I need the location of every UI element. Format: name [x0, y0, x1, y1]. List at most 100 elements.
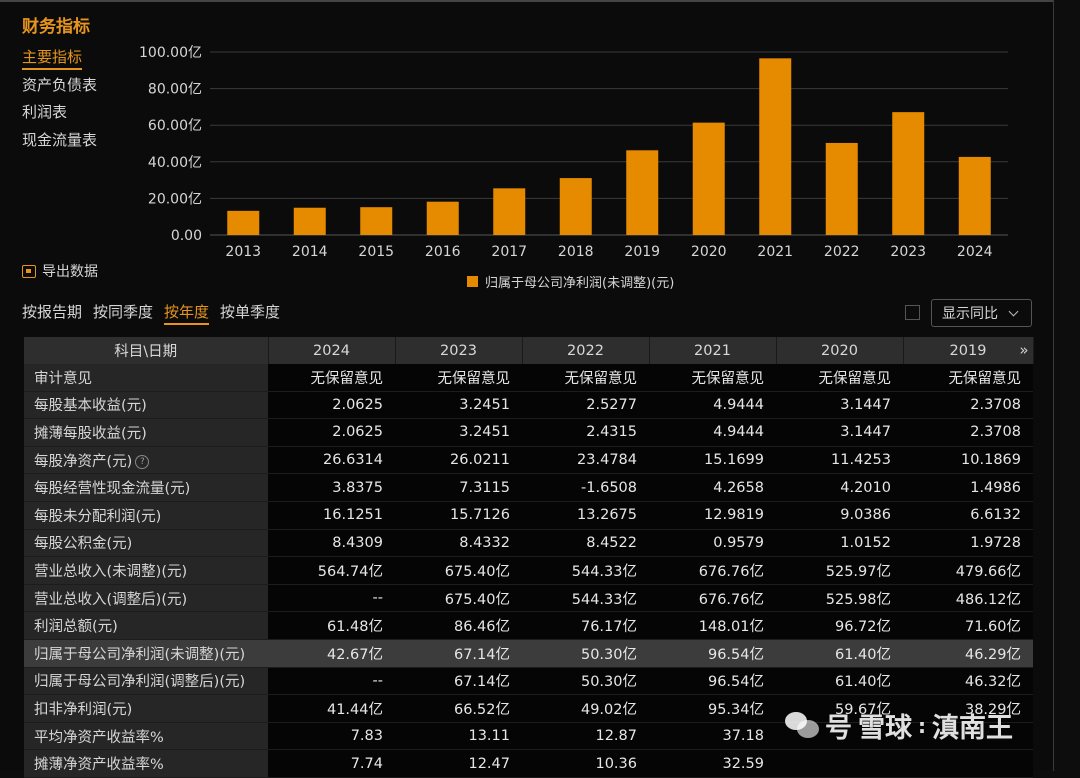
row-label: 摊薄净资产收益率% — [24, 749, 268, 778]
yoy-checkbox[interactable] — [905, 305, 920, 320]
help-icon[interactable]: ? — [135, 454, 150, 469]
yoy-select-label: 显示同比 — [942, 306, 998, 322]
nav-item-cash-flow[interactable]: 现金流量表 — [22, 130, 98, 149]
chart-legend[interactable]: 归属于母公司净利润(未调整)(元) — [467, 272, 674, 291]
row-label: 每股经营性现金流量(元) — [24, 473, 268, 502]
table-cell: 59.67亿 — [776, 694, 903, 723]
yoy-select[interactable]: 显示同比 — [931, 299, 1032, 327]
tab-report-period[interactable]: 按报告期 — [22, 303, 83, 321]
table-cell: 1.0152 — [776, 529, 903, 558]
row-label: 摊薄每股收益(元) — [24, 418, 268, 447]
table-cell: 4.2658 — [649, 473, 776, 502]
row-label: 归属于母公司净利润(调整后)(元) — [24, 667, 268, 696]
table-cell: 2.3708 — [903, 418, 1033, 447]
table-cell: 38.29亿 — [903, 694, 1033, 723]
row-label: 利润总额(元) — [24, 611, 268, 640]
bar[interactable] — [426, 201, 459, 235]
period-tabs: 按报告期 按同季度 按年度 按单季度 — [22, 301, 280, 325]
header-year[interactable]: 2020 — [776, 337, 904, 364]
bar[interactable] — [825, 142, 858, 235]
more-columns-icon[interactable]: » — [1019, 341, 1029, 359]
table-row[interactable]: 营业总收入(调整后)(元) -- 675.40亿 544.33亿 676.76亿 525.… — [24, 584, 1033, 613]
tab-single-quarter[interactable]: 按单季度 — [220, 303, 281, 321]
table-row[interactable]: 每股经营性现金流量(元) 3.8375 7.3115 -1.6508 4.2658 4.2… — [24, 473, 1033, 502]
table-row[interactable]: 营业总收入(未调整)(元) 564.74亿 675.40亿 544.33亿 676.76… — [24, 556, 1033, 585]
header-year[interactable]: 2021 — [649, 337, 777, 364]
table-cell: 564.74亿 — [268, 556, 395, 585]
x-tick-label: 2016 — [425, 244, 461, 260]
table-cell: 8.4522 — [522, 529, 649, 558]
bar[interactable] — [493, 188, 526, 235]
y-tick-label: 100.00亿 — [139, 45, 202, 61]
row-label: 营业总收入(调整后)(元) — [24, 584, 268, 613]
table-cell: 4.9444 — [649, 391, 776, 420]
table-row[interactable]: 摊薄净资产收益率% 7.74 12.47 10.36 32.59 — [24, 749, 1033, 778]
row-label: 营业总收入(未调整)(元) — [24, 556, 268, 585]
table-cell: 544.33亿 — [522, 556, 649, 585]
bar[interactable] — [892, 112, 925, 235]
table-cell: 2.5277 — [522, 391, 649, 420]
table-cell: 26.0211 — [395, 446, 522, 475]
bar[interactable] — [626, 150, 659, 235]
table-cell: 66.52亿 — [395, 694, 522, 723]
table-row[interactable]: 每股净资产(元)? 26.6314 26.0211 23.4784 15.1699 11.… — [24, 446, 1033, 475]
x-tick-label: 2023 — [890, 244, 926, 260]
watermark-brand: 雪球 — [858, 713, 912, 744]
table-cell: 9.0386 — [776, 501, 903, 530]
table-cell: 67.14亿 — [395, 667, 522, 696]
table-row[interactable]: 归属于母公司净利润(调整后)(元) -- 67.14亿 50.30亿 96.54亿 61.… — [24, 667, 1033, 696]
bar[interactable] — [759, 58, 792, 235]
tab-annual[interactable]: 按年度 — [164, 301, 210, 325]
nav-item-main-indicators[interactable]: 主要指标 — [22, 46, 97, 74]
table-cell: -- — [268, 584, 395, 613]
tab-same-quarter[interactable]: 按同季度 — [93, 303, 154, 321]
header-year[interactable]: 2023 — [395, 337, 523, 364]
table-cell: 486.12亿 — [903, 584, 1033, 613]
table-cell: 676.76亿 — [649, 584, 776, 613]
table-row[interactable]: 摊薄每股收益(元) 2.0625 3.2451 2.4315 4.9444 3.1447 2… — [24, 418, 1033, 447]
table-cell: 12.87 — [522, 722, 649, 751]
bar[interactable] — [360, 207, 393, 235]
bar[interactable] — [958, 156, 991, 235]
bar[interactable] — [559, 178, 592, 235]
table-cell: 11.4253 — [776, 446, 903, 475]
y-tick-label: 80.00亿 — [148, 82, 202, 98]
table-row[interactable]: 每股公积金(元) 8.4309 8.4332 8.4522 0.9579 1.0152 1.… — [24, 529, 1033, 558]
nav-item-balance-sheet[interactable]: 资产负债表 — [22, 75, 98, 94]
bar[interactable] — [227, 210, 260, 235]
bar[interactable] — [293, 207, 326, 235]
table-row[interactable]: 平均净资产收益率% 7.83 13.11 12.87 37.18 — [24, 722, 1033, 751]
table-cell: 50.30亿 — [522, 667, 649, 696]
table-cell: 525.97亿 — [776, 556, 903, 585]
header-year[interactable]: 2024 — [268, 337, 396, 364]
table-cell: 8.4309 — [268, 529, 395, 558]
bar[interactable] — [692, 122, 725, 235]
table-row[interactable]: 归属于母公司净利润(未调整)(元) 42.67亿 67.14亿 50.30亿 96.54… — [24, 639, 1033, 668]
table-cell: 4.9444 — [649, 418, 776, 447]
export-data-button[interactable]: 导出数据 — [22, 261, 98, 281]
nav-item-income-statement[interactable]: 利润表 — [22, 103, 68, 122]
row-label: 审计意见 — [24, 364, 268, 392]
table-row[interactable]: 扣非净利润(元) 41.44亿 66.52亿 49.02亿 95.34亿 59.67亿 38… — [24, 694, 1033, 723]
table-cell: 无保留意见 — [268, 364, 395, 392]
row-label: 每股基本收益(元) — [24, 391, 268, 420]
header-year[interactable]: 2019 » — [903, 337, 1034, 364]
table-cell: 23.4784 — [522, 446, 649, 475]
table-cell: 3.2451 — [395, 391, 522, 420]
table-row[interactable]: 每股基本收益(元) 2.0625 3.2451 2.5277 4.9444 3.1447 2… — [24, 391, 1033, 420]
table-cell: 95.34亿 — [649, 694, 776, 723]
table-cell: 61.40亿 — [776, 639, 903, 668]
table-cell: 3.1447 — [776, 391, 903, 420]
table-cell: 8.4332 — [395, 529, 522, 558]
table-cell: 61.40亿 — [776, 667, 903, 696]
table-cell — [776, 749, 903, 778]
table-cell: 无保留意见 — [395, 364, 522, 392]
table-cell: 12.47 — [395, 749, 522, 778]
header-year[interactable]: 2022 — [522, 337, 650, 364]
x-tick-label: 2013 — [225, 244, 261, 260]
table-row[interactable]: 每股未分配利润(元) 16.1251 15.7126 13.2675 12.9819 9.… — [24, 501, 1033, 530]
table-row[interactable]: 审计意见 无保留意见 无保留意见 无保留意见 无保留意见 无保留意见 无保留意见 — [24, 364, 1033, 392]
row-label: 归属于母公司净利润(未调整)(元) — [24, 639, 268, 668]
row-label: 平均净资产收益率% — [24, 722, 268, 751]
table-row[interactable]: 利润总额(元) 61.48亿 86.46亿 76.17亿 148.01亿 96.72亿 71… — [24, 611, 1033, 640]
